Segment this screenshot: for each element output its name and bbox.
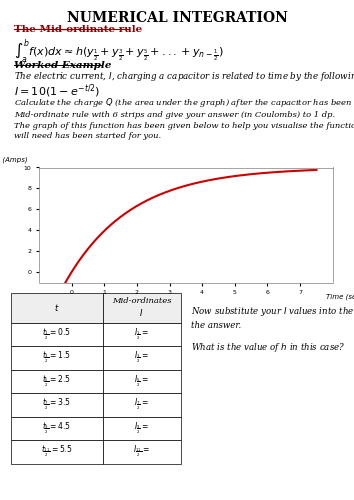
Text: The Mid-ordinate rule: The Mid-ordinate rule [14, 25, 142, 34]
Text: $t_{\frac{7}{2}} = 3.5$: $t_{\frac{7}{2}} = 3.5$ [42, 397, 71, 412]
Text: $t_{\frac{3}{2}} = 1.5$: $t_{\frac{3}{2}} = 1.5$ [42, 350, 71, 366]
Text: $t_{\frac{1}{2}} = 0.5$: $t_{\frac{1}{2}} = 0.5$ [42, 326, 71, 342]
Text: Now substitute your $I$ values into the formula to get
the answer.: Now substitute your $I$ values into the … [191, 305, 354, 330]
Bar [103, 346, 181, 370]
Text: $I = 10\left(1 - e^{-t/2}\right)$: $I = 10\left(1 - e^{-t/2}\right)$ [14, 82, 100, 100]
Text: $t_{\frac{5}{2}} = 2.5$: $t_{\frac{5}{2}} = 2.5$ [42, 374, 71, 389]
Bar [103, 292, 181, 322]
Bar [103, 440, 181, 464]
Bar [11, 292, 103, 322]
Bar [11, 370, 103, 393]
Text: $I_{\frac{5}{2}} =$: $I_{\frac{5}{2}} =$ [134, 374, 149, 389]
Text: $I_{\frac{3}{2}} =$: $I_{\frac{3}{2}} =$ [134, 350, 149, 366]
Bar [11, 393, 103, 416]
Bar [103, 370, 181, 393]
Text: $I_{\frac{9}{2}} =$: $I_{\frac{9}{2}} =$ [134, 420, 149, 436]
Text: Mid-ordinates
$I$: Mid-ordinates $I$ [112, 297, 171, 318]
Bar [11, 346, 103, 370]
Text: Calculate the charge $Q$ (the area under the graph) after the capacitor has been: Calculate the charge $Q$ (the area under… [14, 96, 354, 140]
Text: $t_{\frac{11}{2}} = 5.5$: $t_{\frac{11}{2}} = 5.5$ [41, 444, 73, 460]
Text: $I_{\frac{11}{2}} =$: $I_{\frac{11}{2}} =$ [133, 444, 150, 460]
Bar [103, 416, 181, 440]
Bar [11, 416, 103, 440]
Bar [103, 322, 181, 346]
Text: $\int_{a}^{b} f(x)dx \approx h(y_{\frac{1}{2}} + y_{\frac{3}{2}} + y_{\frac{5}{2: $\int_{a}^{b} f(x)dx \approx h(y_{\frac{… [14, 38, 224, 66]
Text: What is the value of $h$ in this case?: What is the value of $h$ in this case? [191, 341, 346, 354]
Text: $I_{\frac{1}{2}} =$: $I_{\frac{1}{2}} =$ [134, 326, 149, 342]
Text: $t_{\frac{9}{2}} = 4.5$: $t_{\frac{9}{2}} = 4.5$ [42, 420, 71, 436]
Text: $I_{\frac{7}{2}} =$: $I_{\frac{7}{2}} =$ [134, 397, 149, 412]
Bar [103, 393, 181, 416]
Text: Worked Example: Worked Example [14, 61, 112, 70]
Text: The electric current, $I$, charging a capacitor is related to time by the follow: The electric current, $I$, charging a ca… [14, 70, 354, 83]
Bar [11, 440, 103, 464]
Y-axis label: I (Amps): I (Amps) [0, 156, 27, 163]
Bar [11, 322, 103, 346]
Text: $t$: $t$ [54, 302, 59, 313]
X-axis label: Time (seconds): Time (seconds) [326, 294, 354, 300]
Text: NUMERICAL INTEGRATION: NUMERICAL INTEGRATION [67, 12, 287, 26]
